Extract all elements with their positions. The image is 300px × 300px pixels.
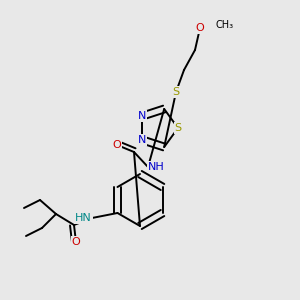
Text: S: S [174, 123, 182, 133]
Text: NH: NH [148, 162, 165, 172]
Text: O: O [72, 237, 80, 247]
Text: CH₃: CH₃ [216, 20, 234, 30]
Text: O: O [112, 140, 122, 150]
Text: N: N [138, 111, 146, 121]
Text: N: N [138, 135, 146, 145]
Text: S: S [172, 87, 180, 97]
Text: HN: HN [75, 213, 92, 223]
Text: O: O [196, 23, 204, 33]
